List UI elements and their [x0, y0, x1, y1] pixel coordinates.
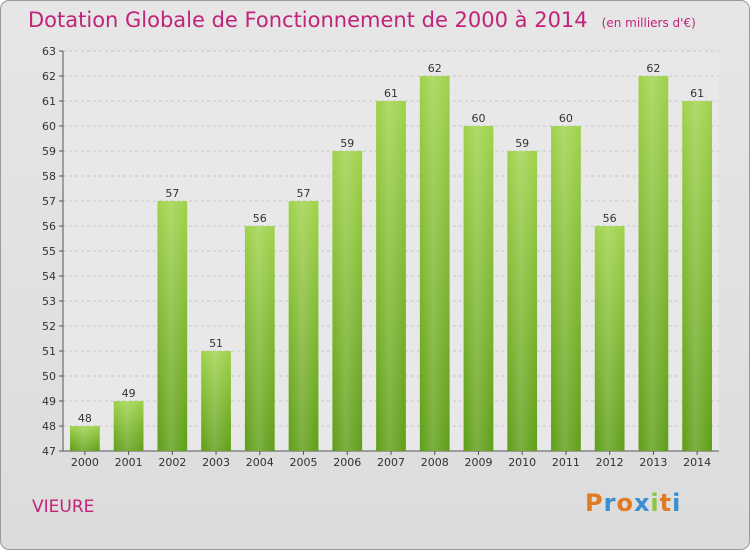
y-tick-label: 56 — [42, 220, 56, 233]
bar-highlight — [594, 226, 625, 451]
logo-letter: x — [633, 489, 651, 517]
bar-highlight — [551, 126, 581, 451]
y-tick-label: 50 — [42, 370, 56, 383]
y-tick-label: 53 — [42, 295, 56, 308]
y-tick-label: 54 — [42, 270, 56, 283]
x-tick-label: 2001 — [115, 456, 143, 469]
bar-value-label: 48 — [78, 412, 92, 425]
bars — [69, 76, 713, 451]
bar-highlight — [201, 351, 231, 451]
bar-highlight — [419, 76, 450, 451]
y-tick-label: 59 — [42, 145, 56, 158]
bar-value-label: 57 — [165, 187, 179, 200]
bar-value-label: 56 — [603, 212, 617, 225]
y-tick-label: 52 — [42, 320, 56, 333]
y-tick-label: 61 — [42, 95, 56, 108]
logo-letter: r — [603, 489, 617, 517]
logo-letter: P — [585, 489, 604, 517]
bar-value-label: 61 — [384, 87, 398, 100]
axes: 47 48 49 50 51 52 53 54 55 56 57 58 59 60 61 62 63 2000 20… — [42, 45, 719, 469]
bar-highlight — [507, 151, 538, 451]
x-tick-label: 2006 — [333, 456, 361, 469]
logo-letter: t — [659, 489, 673, 517]
x-tick-label: 2012 — [596, 456, 624, 469]
x-tick-label: 2003 — [202, 456, 230, 469]
bar-highlight — [638, 76, 669, 451]
proxiti-logo: Proxiti — [585, 489, 681, 517]
x-tick-label: 2005 — [290, 456, 318, 469]
y-tick-label: 48 — [42, 420, 56, 433]
logo-letter: o — [616, 489, 634, 517]
logo-letter: i — [650, 489, 660, 517]
bar-highlight — [682, 101, 713, 451]
x-tick-label: 2010 — [508, 456, 536, 469]
logo-letter: i — [672, 489, 682, 517]
bar-highlight — [332, 151, 363, 451]
x-tick-label: 2014 — [683, 456, 711, 469]
y-tick-label: 63 — [42, 45, 56, 58]
x-tick-label: 2000 — [71, 456, 99, 469]
x-tick-label: 2004 — [246, 456, 274, 469]
bar-value-label: 61 — [690, 87, 704, 100]
y-tick-label: 62 — [42, 70, 56, 83]
bar-highlight — [244, 226, 275, 451]
bar-highlight — [157, 201, 188, 451]
x-tick-label: 2007 — [377, 456, 405, 469]
bar-highlight — [376, 101, 406, 451]
bar-value-label: 51 — [209, 337, 223, 350]
y-tick-label: 51 — [42, 345, 56, 358]
bar-value-label: 60 — [471, 112, 485, 125]
chart-unit-label: (en milliers d'€) — [601, 16, 696, 30]
y-tick-label: 47 — [42, 445, 56, 458]
bar-value-label: 59 — [340, 137, 354, 150]
labels: 48 49 57 51 56 57 59 61 62 60 59 60 56 62 61 — [78, 62, 704, 425]
y-tick-label: 55 — [42, 245, 56, 258]
bar-value-label: 60 — [559, 112, 573, 125]
y-tick-label: 58 — [42, 170, 56, 183]
bar-value-label: 57 — [297, 187, 311, 200]
y-tick-label: 60 — [42, 120, 56, 133]
bar-value-label: 62 — [428, 62, 442, 75]
y-tick-label: 49 — [42, 395, 56, 408]
x-tick-label: 2013 — [639, 456, 667, 469]
bar-highlight — [69, 426, 100, 451]
bar-value-label: 56 — [253, 212, 267, 225]
bar-value-label: 49 — [122, 387, 136, 400]
x-tick-label: 2011 — [552, 456, 580, 469]
chart-title: Dotation Globale de Fonctionnement de 20… — [28, 8, 696, 32]
bar-highlight — [463, 126, 494, 451]
bar-value-label: 59 — [515, 137, 529, 150]
bar-highlight — [288, 201, 319, 451]
bar-highlight — [113, 401, 144, 451]
commune-name: VIEURE — [32, 497, 95, 517]
x-tick-label: 2009 — [464, 456, 492, 469]
bar-value-label: 62 — [646, 62, 660, 75]
x-tick-label: 2002 — [158, 456, 186, 469]
y-tick-label: 57 — [42, 195, 56, 208]
x-tick-label: 2008 — [421, 456, 449, 469]
chart-title-text: Dotation Globale de Fonctionnement de 20… — [28, 8, 588, 32]
